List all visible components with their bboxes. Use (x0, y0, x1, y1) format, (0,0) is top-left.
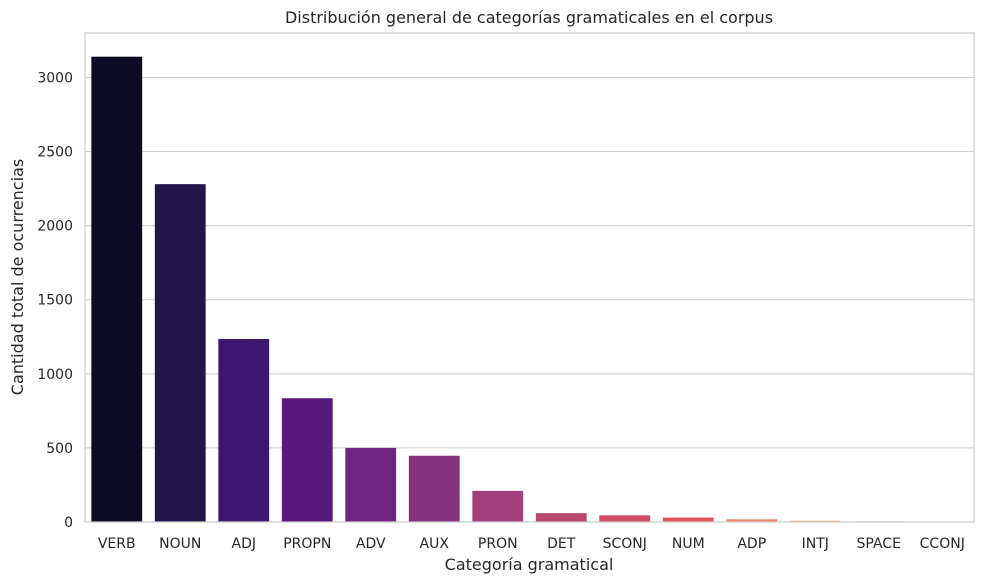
y-tick-label: 0 (64, 515, 73, 531)
bar-noun (154, 184, 206, 523)
x-tick-label: VERB (98, 536, 136, 552)
y-tick-labels: 0 500 1000 1500 2000 2500 3000 (37, 70, 73, 531)
x-tick-label: ADJ (232, 536, 257, 552)
x-tick-label: NOUN (159, 536, 201, 552)
bar-adv (345, 447, 397, 522)
bar-propn (281, 398, 333, 522)
bar-num (662, 517, 714, 522)
x-tick-label: INTJ (802, 536, 829, 552)
bar-det (535, 513, 587, 522)
y-tick-label: 3000 (37, 70, 73, 86)
bar-adj (218, 338, 270, 522)
x-tick-label: SPACE (857, 536, 901, 552)
y-tick-label: 2000 (37, 219, 73, 235)
bar-aux (408, 455, 460, 522)
bar-verb (91, 56, 143, 522)
bar-adp (726, 519, 778, 522)
y-tick-label: 500 (46, 441, 73, 457)
x-tick-label: PRON (478, 536, 518, 552)
plot-frame (84, 32, 975, 523)
x-tick-label: DET (547, 536, 576, 552)
bar-pron (472, 490, 524, 522)
x-tick-label: SCONJ (603, 536, 647, 552)
x-axis-label: Categoría gramatical (445, 555, 614, 574)
x-tick-label: PROPN (283, 536, 331, 552)
bars (91, 56, 968, 523)
x-tick-label: CCONJ (920, 536, 965, 552)
x-tick-label: ADV (356, 536, 386, 552)
y-tick-label: 1000 (37, 367, 73, 383)
chart-title: Distribución general de categorías grama… (285, 8, 773, 27)
x-tick-label: NUM (672, 536, 705, 552)
y-tick-label: 2500 (37, 145, 73, 161)
bar-sconj (599, 515, 651, 522)
x-tick-label: ADP (737, 536, 766, 552)
y-tick-label: 1500 (37, 293, 73, 309)
x-tick-labels: VERB NOUN ADJ PROPN ADV AUX PRON DET SCONJ NUM ADP… (98, 536, 965, 552)
x-tick-label: AUX (420, 536, 450, 552)
y-axis-label: Cantidad total de ocurrencias (8, 159, 27, 395)
